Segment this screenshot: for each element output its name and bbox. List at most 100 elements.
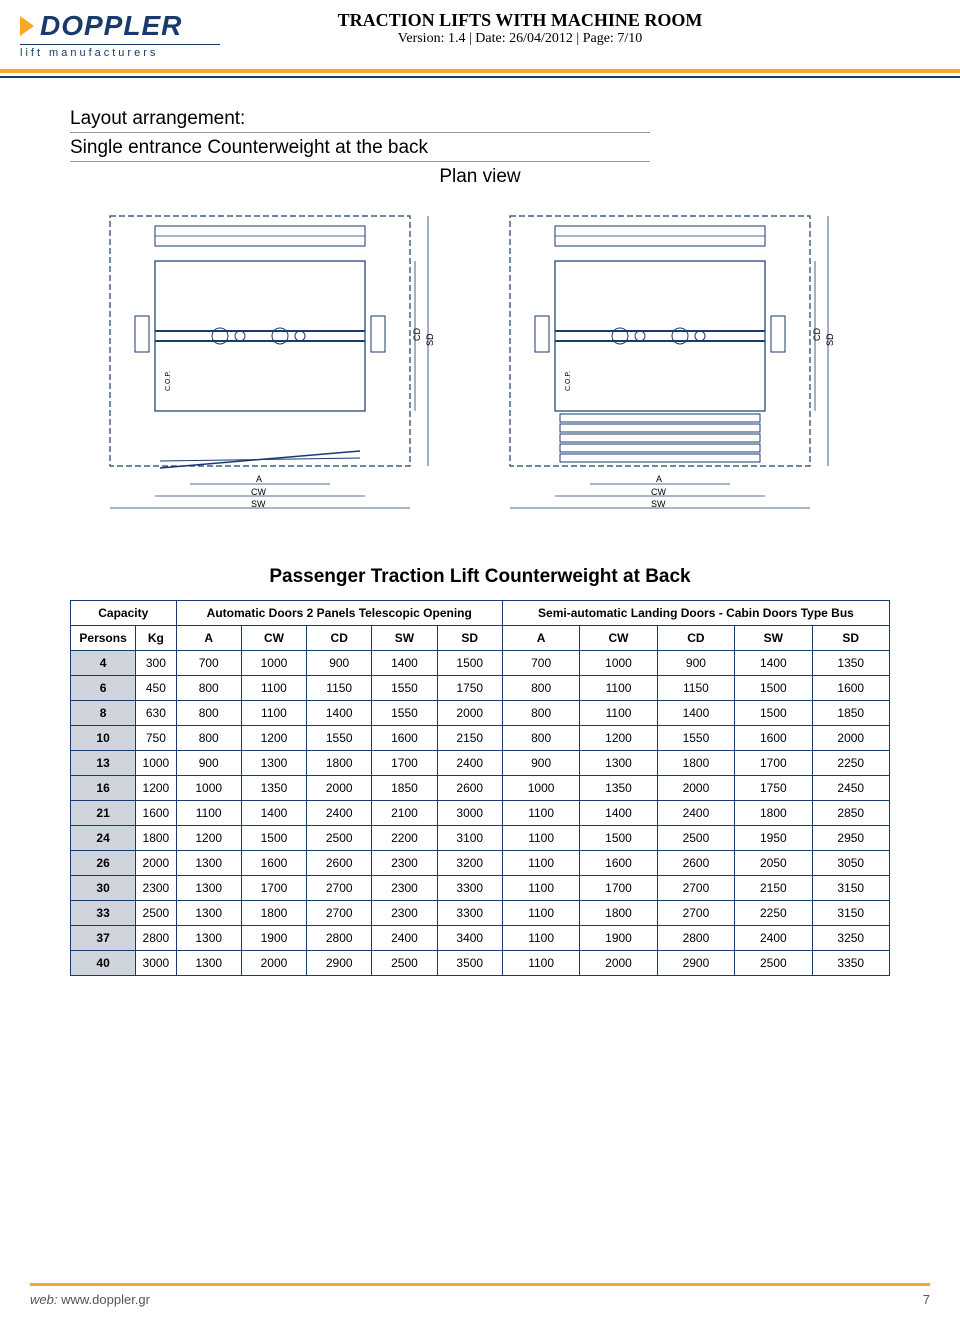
table-cell: 1500	[735, 701, 812, 726]
table-cell: 2300	[372, 851, 437, 876]
table-cell: 1400	[307, 701, 372, 726]
table-cell: 1600	[735, 726, 812, 751]
table-cell: 1800	[241, 901, 306, 926]
table-cell: 2000	[580, 951, 657, 976]
web-value: www.doppler.gr	[61, 1292, 150, 1307]
table-cell: 40	[71, 951, 136, 976]
table-cell: 1750	[437, 676, 502, 701]
table-cell: 1500	[735, 676, 812, 701]
table-cell: 1600	[372, 726, 437, 751]
doc-title: TRACTION LIFTS WITH MACHINE ROOM	[220, 10, 820, 31]
th-semi: Semi-automatic Landing Doors - Cabin Doo…	[502, 601, 889, 626]
table-cell: 900	[657, 651, 734, 676]
table-cell: 1700	[735, 751, 812, 776]
table-cell: 2450	[812, 776, 889, 801]
table-cell: 1700	[372, 751, 437, 776]
table-cell: 3000	[437, 801, 502, 826]
table-cell: 3250	[812, 926, 889, 951]
table-cell: 1100	[502, 826, 579, 851]
table-cell: 2800	[307, 926, 372, 951]
th-persons: Persons	[71, 626, 136, 651]
th-cd-2: CD	[657, 626, 734, 651]
table-cell: 1100	[580, 701, 657, 726]
table-cell: 2250	[735, 901, 812, 926]
table-cell: 2000	[657, 776, 734, 801]
svg-text:A: A	[656, 474, 662, 484]
table-cell: 2800	[136, 926, 176, 951]
th-auto: Automatic Doors 2 Panels Telescopic Open…	[176, 601, 502, 626]
table-cell: 1350	[580, 776, 657, 801]
table-cell: 2700	[307, 876, 372, 901]
table-cell: 1200	[136, 776, 176, 801]
table-cell: 1350	[241, 776, 306, 801]
table-cell: 2200	[372, 826, 437, 851]
diagram-left: C.O.P. CD SD A CW SW	[100, 206, 460, 526]
table-cell: 1600	[136, 801, 176, 826]
table-cell: 1000	[136, 751, 176, 776]
svg-text:CD: CD	[412, 328, 422, 341]
table-cell: 2000	[307, 776, 372, 801]
table-cell: 16	[71, 776, 136, 801]
table-cell: 1950	[735, 826, 812, 851]
table-row: 8630800110014001550200080011001400150018…	[71, 701, 890, 726]
table-cell: 2400	[657, 801, 734, 826]
th-cw-2: CW	[580, 626, 657, 651]
table-cell: 1300	[580, 751, 657, 776]
date-value: 26/04/2012	[509, 31, 573, 46]
table-cell: 1550	[307, 726, 372, 751]
table-cell: 2950	[812, 826, 889, 851]
page-footer: web: www.doppler.gr 7	[0, 1283, 960, 1317]
table-cell: 1400	[580, 801, 657, 826]
table-cell: 800	[176, 726, 241, 751]
table-cell: 1200	[241, 726, 306, 751]
table-cell: 1000	[580, 651, 657, 676]
table-cell: 1400	[735, 651, 812, 676]
logo-word: DOPPLER	[40, 10, 182, 42]
table-cell: 1100	[502, 951, 579, 976]
table-cell: 450	[136, 676, 176, 701]
table-title: Passenger Traction Lift Counterweight at…	[70, 566, 890, 588]
table-cell: 1300	[176, 876, 241, 901]
th-a-2: A	[502, 626, 579, 651]
table-cell: 2500	[735, 951, 812, 976]
table-cell: 1100	[502, 851, 579, 876]
table-row: 2418001200150025002200310011001500250019…	[71, 826, 890, 851]
table-cell: 1100	[176, 801, 241, 826]
table-cell: 3350	[812, 951, 889, 976]
table-cell: 1550	[372, 676, 437, 701]
th-sw-2: SW	[735, 626, 812, 651]
table-cell: 1600	[812, 676, 889, 701]
table-cell: 1100	[502, 876, 579, 901]
th-sd-1: SD	[437, 626, 502, 651]
table-cell: 1300	[176, 926, 241, 951]
page-header: DOPPLER lift manufacturers TRACTION LIFT…	[0, 0, 960, 59]
table-cell: 800	[176, 676, 241, 701]
table-cell: 13	[71, 751, 136, 776]
table-cell: 2400	[307, 801, 372, 826]
doc-meta: Version: 1.4 | Date: 26/04/2012 | Page: …	[220, 31, 820, 47]
table-cell: 1700	[241, 876, 306, 901]
table-cell: 1550	[372, 701, 437, 726]
table-cell: 10	[71, 726, 136, 751]
table-cell: 24	[71, 826, 136, 851]
table-cell: 2400	[437, 751, 502, 776]
th-kg: Kg	[136, 626, 176, 651]
table-cell: 2300	[372, 876, 437, 901]
table-cell: 2700	[307, 901, 372, 926]
table-cell: 8	[71, 701, 136, 726]
table-cell: 900	[307, 651, 372, 676]
table-cell: 2250	[812, 751, 889, 776]
table-cell: 1200	[176, 826, 241, 851]
content: Layout arrangement: Single entrance Coun…	[0, 78, 960, 1016]
table-cell: 1100	[502, 801, 579, 826]
table-cell: 2700	[657, 876, 734, 901]
svg-text:CD: CD	[812, 328, 822, 341]
table-cell: 30	[71, 876, 136, 901]
table-row: 1310009001300180017002400900130018001700…	[71, 751, 890, 776]
table-cell: 700	[502, 651, 579, 676]
footer-web: web: www.doppler.gr	[30, 1292, 150, 1307]
svg-text:SW: SW	[251, 499, 266, 509]
table-cell: 2900	[657, 951, 734, 976]
table-cell: 2150	[437, 726, 502, 751]
table-cell: 1500	[437, 651, 502, 676]
